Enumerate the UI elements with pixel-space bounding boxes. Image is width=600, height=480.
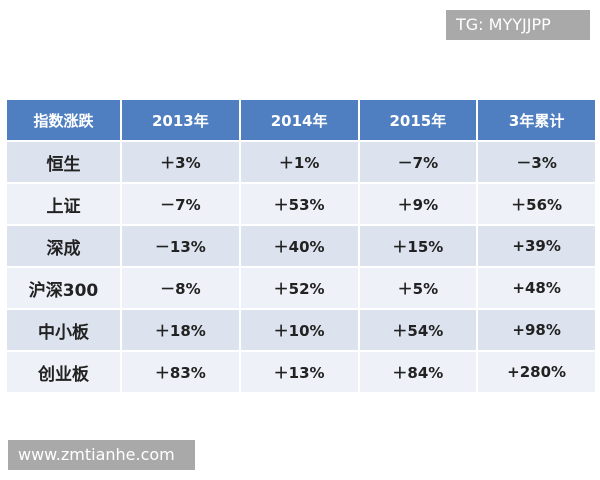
table-row: 沪深300 －8% ＋52% ＋5% +48%	[5, 266, 597, 310]
index-name: 深成	[5, 224, 122, 268]
change-cell: ＋83%	[120, 350, 241, 394]
change-cell: ＋40%	[238, 224, 360, 268]
watermark: www.zmtianhe.com	[8, 440, 195, 470]
table-row: 创业板 ＋83% ＋13% ＋84% +280%	[5, 350, 597, 394]
table-header: 指数涨跌 2013年 2014年 2015年 3年累计	[5, 98, 597, 142]
change-cell: －7%	[357, 140, 479, 184]
header-cell: 指数涨跌	[5, 98, 122, 142]
change-cell: －3%	[476, 140, 597, 184]
change-cell: －8%	[120, 266, 241, 310]
header-cell: 2013年	[120, 98, 241, 142]
change-cell: －13%	[120, 224, 241, 268]
change-cell: ＋18%	[120, 308, 241, 352]
watermark: TG: MYYJJPP	[446, 10, 590, 40]
table-row: 恒生 ＋3% ＋1% －7% －3%	[5, 140, 597, 184]
index-name: 创业板	[5, 350, 122, 394]
index-name: 中小板	[5, 308, 122, 352]
header-row: 指数涨跌 2013年 2014年 2015年 3年累计	[5, 98, 597, 142]
index-name: 恒生	[5, 140, 122, 184]
change-cell: ＋84%	[357, 350, 479, 394]
change-cell: ＋13%	[238, 350, 360, 394]
change-cell: +48%	[476, 266, 597, 310]
change-cell: ＋56%	[476, 182, 597, 226]
change-cell: ＋3%	[120, 140, 241, 184]
change-cell: +39%	[476, 224, 597, 268]
change-cell: －7%	[120, 182, 241, 226]
change-cell: +280%	[476, 350, 597, 394]
table-row: 上证 －7% ＋53% ＋9% ＋56%	[5, 182, 597, 226]
index-name: 沪深300	[5, 266, 122, 310]
change-cell: ＋10%	[238, 308, 360, 352]
change-cell: ＋15%	[357, 224, 479, 268]
index-name: 上证	[5, 182, 122, 226]
change-cell: +98%	[476, 308, 597, 352]
change-cell: ＋5%	[357, 266, 479, 310]
table-body: 恒生 ＋3% ＋1% －7% －3% 上证 －7% ＋53% ＋9% ＋56% 深成 －13% ＋40%…	[5, 140, 597, 394]
index-table: 指数涨跌 2013年 2014年 2015年 3年累计 恒生 ＋3% ＋1% －7% －3% 上证…	[5, 98, 597, 394]
table-row: 中小板 ＋18% ＋10% ＋54% +98%	[5, 308, 597, 352]
header-cell: 2015年	[357, 98, 479, 142]
table-row: 深成 －13% ＋40% ＋15% +39%	[5, 224, 597, 268]
change-cell: ＋54%	[357, 308, 479, 352]
change-cell: ＋1%	[238, 140, 360, 184]
header-cell: 3年累计	[476, 98, 597, 142]
change-cell: ＋9%	[357, 182, 479, 226]
header-cell: 2014年	[238, 98, 360, 142]
change-cell: ＋52%	[238, 266, 360, 310]
change-cell: ＋53%	[238, 182, 360, 226]
